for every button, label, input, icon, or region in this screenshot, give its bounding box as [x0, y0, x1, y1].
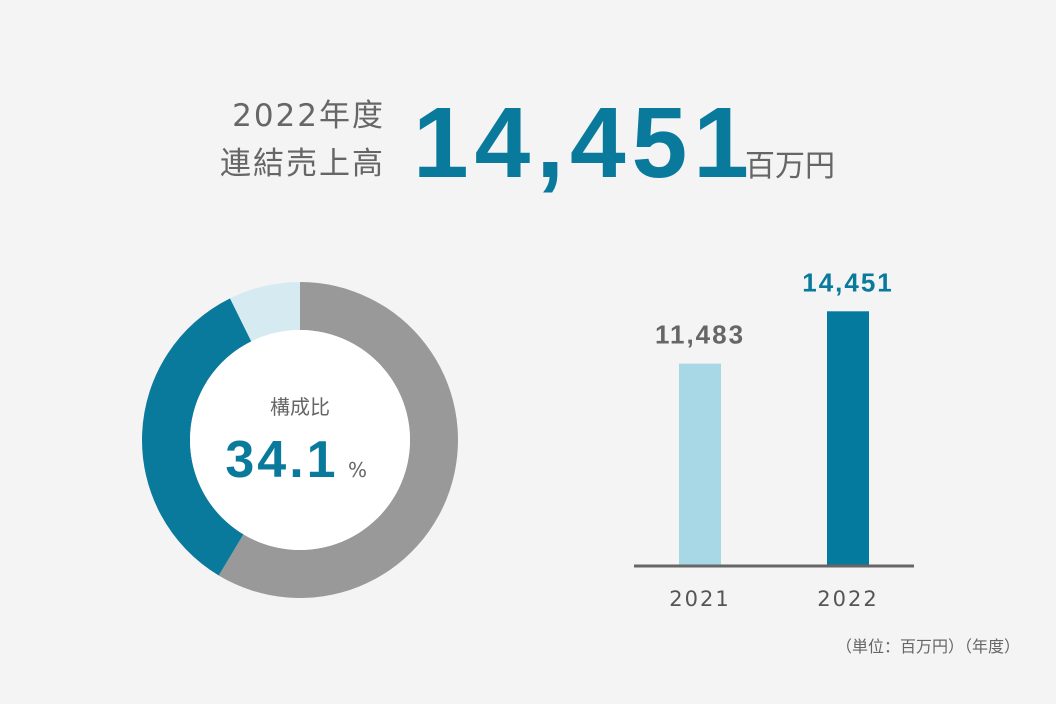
x-tick-label: 2022: [817, 587, 878, 611]
year-label: 2022年度: [232, 98, 385, 134]
center-unit: %: [348, 458, 367, 482]
bar: [827, 311, 869, 566]
center-value: 34.1: [225, 431, 338, 489]
donut-segment: [218, 282, 458, 598]
donut-hole: [190, 330, 410, 550]
donut-segment: [230, 282, 300, 342]
donut-chart: 構成比 34.1%: [142, 282, 458, 598]
headline-unit: 百万円: [745, 149, 835, 184]
metric-label: 連結売上高: [220, 146, 385, 182]
value-label: 11,483: [655, 320, 745, 350]
value-label: 14,451: [802, 267, 894, 297]
footnote: （単位：百万円）（年度）: [836, 637, 1020, 656]
x-tick-label: 2021: [669, 587, 730, 611]
headline-value: 14,451: [413, 87, 755, 199]
bar-chart: 11,483 2021 14,451 2022: [634, 267, 914, 611]
center-label: 構成比: [270, 395, 330, 419]
donut-segment: [142, 298, 252, 576]
bar: [679, 363, 721, 566]
